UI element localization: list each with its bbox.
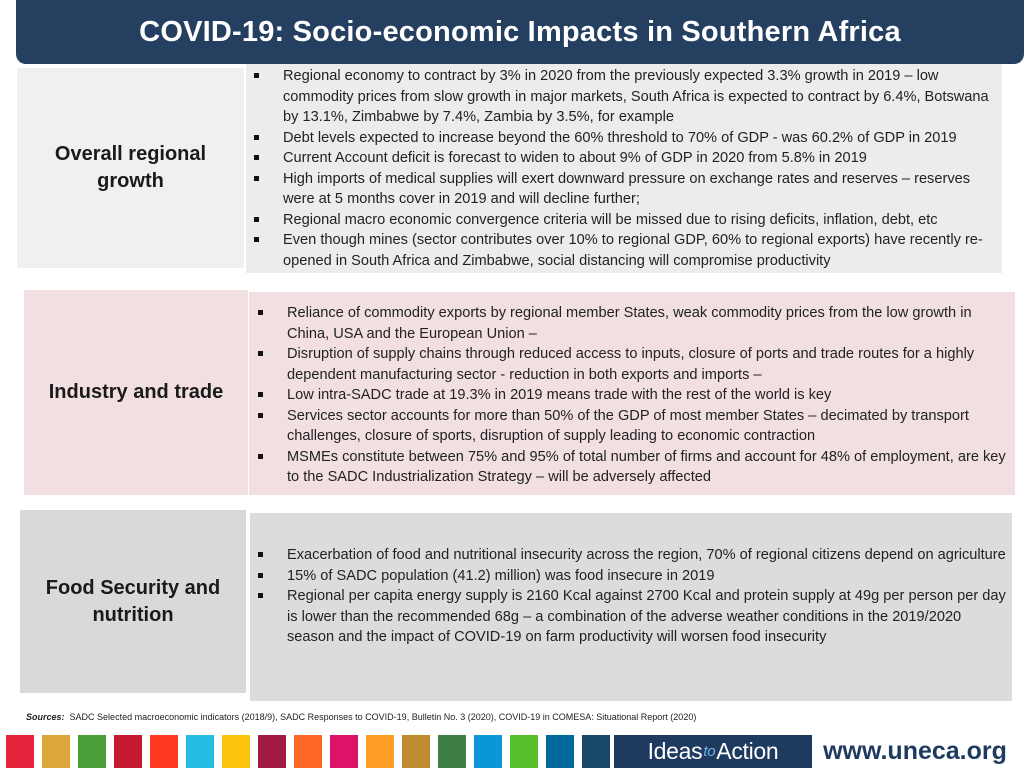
sdg-color-tile <box>186 735 214 768</box>
section-label-text: Food Security and nutrition <box>45 576 221 626</box>
ideas-logo-text-pre: Ideas <box>647 738 703 764</box>
section-content-overall-regional-growth: Regional economy to contract by 3% in 20… <box>246 64 1002 273</box>
sdg-color-tile <box>582 735 610 768</box>
bullet-text: Reliance of commodity exports by regiona… <box>287 305 972 342</box>
bullet-text: Current Account deficit is forecast to w… <box>283 150 867 166</box>
bullet-text: Regional macro economic convergence crit… <box>283 211 938 228</box>
title-bar: COVID-19: Socio-economic Impacts in Sout… <box>16 0 1024 64</box>
square-bullet-icon <box>258 392 263 397</box>
sdg-color-tile <box>258 735 286 768</box>
bullet-item: Regional economy to contract by 3% in 20… <box>254 66 1002 128</box>
bullet-text: High imports of medical supplies will ex… <box>283 170 971 208</box>
bullet-text: Regional economy to contract by 3% in 20… <box>283 68 989 125</box>
bullet-list: Reliance of commodity exports by regiona… <box>258 303 1015 488</box>
bullet-item: 15% of SADC population (41.2) million) w… <box>258 566 1012 587</box>
bullet-text: 15% of SADC population (41.2) million) w… <box>287 567 715 584</box>
square-bullet-icon <box>258 453 263 459</box>
bullet-text: Services sector accounts for more than 5… <box>287 407 969 445</box>
sdg-color-tile <box>546 735 574 768</box>
section-label-text: Overall regional growth <box>54 143 207 192</box>
bullet-text: Debt levels expected to increase beyond … <box>283 129 957 146</box>
ideas-logo-text-post: Action <box>716 738 779 764</box>
section-label-industry-and-trade: Industry and trade <box>24 290 248 495</box>
bullet-item: Debt levels expected to increase beyond … <box>254 128 1002 149</box>
bullet-item: Regional per capita energy supply is 216… <box>258 586 1012 648</box>
bullet-text: MSMEs constitute between 75% and 95% of … <box>287 448 1006 486</box>
bullet-item: Even though mines (sector contributes ov… <box>254 230 1002 271</box>
bullet-text: Exacerbation of food and nutritional ins… <box>287 547 1006 563</box>
website-link[interactable]: www.uneca.org <box>823 737 1007 765</box>
sdg-color-tile <box>402 735 430 768</box>
sdg-color-tile <box>114 735 142 768</box>
bullet-item: Low intra-SADC trade at 19.3% in 2019 me… <box>258 385 1015 406</box>
sdg-color-tile <box>150 735 178 768</box>
square-bullet-icon <box>258 310 263 315</box>
ideas-to-action-logo: Ideas to Action <box>614 735 812 768</box>
section-label-food-security: Food Security and nutrition <box>20 510 246 693</box>
bullet-item: Disruption of supply chains through redu… <box>258 344 1015 385</box>
square-bullet-icon <box>254 155 259 160</box>
square-bullet-icon <box>254 237 259 242</box>
sdg-color-tile <box>330 735 358 768</box>
bullet-item: Regional macro economic convergence crit… <box>254 210 1002 231</box>
bullet-item: Exacerbation of food and nutritional ins… <box>258 545 1012 566</box>
bullet-text: Low intra-SADC trade at 19.3% in 2019 me… <box>287 387 832 403</box>
sdg-color-tile <box>78 735 106 768</box>
square-bullet-icon <box>258 593 263 598</box>
sources-note: Sources: SADC Selected macroeconomic ind… <box>26 712 697 722</box>
sdg-color-tile <box>366 735 394 768</box>
sdg-color-tile <box>510 735 538 768</box>
square-bullet-icon <box>258 572 263 578</box>
square-bullet-icon <box>254 175 259 181</box>
ideas-logo-text-to: to <box>703 743 716 760</box>
section-content-food-security: Exacerbation of food and nutritional ins… <box>250 513 1012 701</box>
sources-text: SADC Selected macroeconomic indicators (… <box>69 712 697 722</box>
sdg-color-tile <box>222 735 250 768</box>
bullet-text: Even though mines (sector contributes ov… <box>283 232 983 269</box>
sdg-color-tile <box>438 735 466 768</box>
sdg-color-tile <box>42 735 70 768</box>
sdg-color-tile <box>6 735 34 768</box>
square-bullet-icon <box>254 216 259 222</box>
bullet-item: Reliance of commodity exports by regiona… <box>258 303 1015 344</box>
square-bullet-icon <box>258 351 263 356</box>
sources-label: Sources <box>26 712 62 722</box>
page-title: COVID-19: Socio-economic Impacts in Sout… <box>139 15 901 48</box>
section-label-overall-regional-growth: Overall regional growth <box>17 68 244 268</box>
section-content-industry-and-trade: Reliance of commodity exports by regiona… <box>249 292 1015 495</box>
sdg-color-tile <box>294 735 322 768</box>
section-label-text: Industry and trade <box>48 381 224 403</box>
bullet-text: Disruption of supply chains through redu… <box>287 346 975 383</box>
square-bullet-icon <box>258 412 263 418</box>
bullet-list: Regional economy to contract by 3% in 20… <box>254 66 1002 271</box>
sdg-color-tile <box>474 735 502 768</box>
bullet-list: Exacerbation of food and nutritional ins… <box>258 545 1012 648</box>
square-bullet-icon <box>254 73 259 78</box>
bullet-item: Current Account deficit is forecast to w… <box>254 148 1002 169</box>
bullet-text: Regional per capita energy supply is 216… <box>287 588 1006 645</box>
square-bullet-icon <box>254 134 259 140</box>
bullet-item: MSMEs constitute between 75% and 95% of … <box>258 447 1015 488</box>
bullet-item: Services sector accounts for more than 5… <box>258 406 1015 447</box>
square-bullet-icon <box>258 552 263 557</box>
bullet-item: High imports of medical supplies will ex… <box>254 169 1002 210</box>
